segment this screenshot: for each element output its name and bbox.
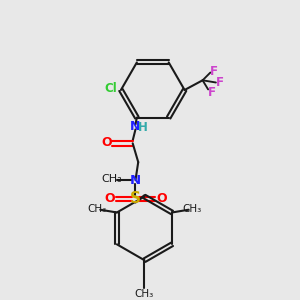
Text: CH₃: CH₃ [182,204,202,214]
Text: CH₃: CH₃ [135,289,154,299]
Text: O: O [156,192,166,206]
Text: O: O [102,136,112,149]
Text: H: H [138,121,148,134]
Text: CH₃: CH₃ [87,204,106,214]
Text: F: F [210,65,218,78]
Text: S: S [130,191,141,206]
Text: N: N [130,174,141,187]
Text: F: F [208,86,215,99]
Text: Cl: Cl [104,82,117,95]
Text: O: O [104,192,115,206]
Text: CH₃: CH₃ [102,174,122,184]
Text: F: F [216,76,224,89]
Text: N: N [130,120,140,133]
